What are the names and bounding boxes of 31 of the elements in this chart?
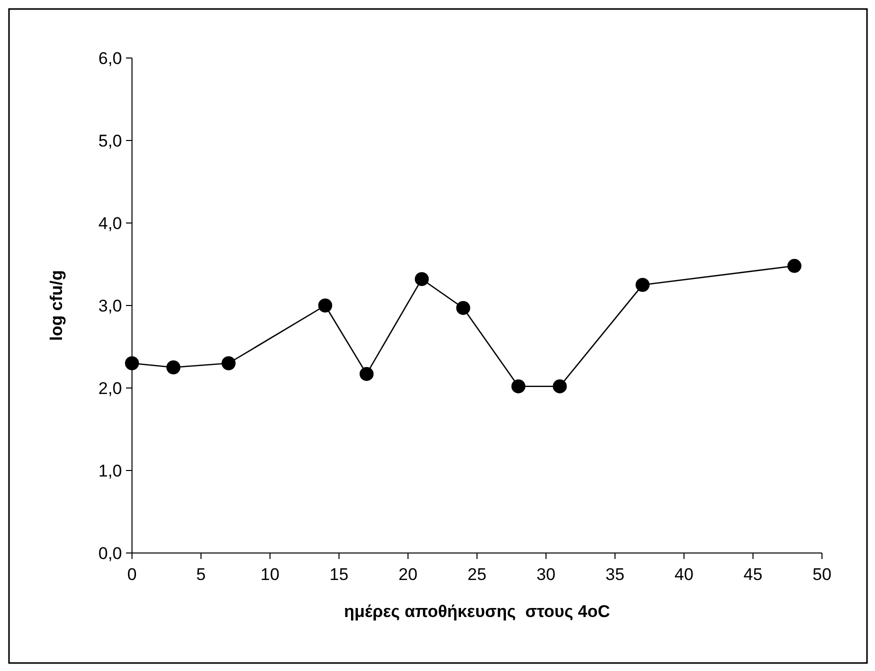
y-tick-label: 3,0 — [98, 296, 122, 316]
y-tick-label: 0,0 — [98, 544, 122, 563]
x-tick-label: 50 — [812, 565, 832, 584]
y-tick-label: 1,0 — [98, 461, 122, 480]
x-tick-label: 25 — [468, 565, 486, 584]
x-tick-label: 20 — [398, 565, 418, 584]
x-tick-label: 15 — [330, 565, 348, 584]
point — [787, 258, 802, 273]
point — [414, 272, 429, 286]
x-tick-label: 0 — [127, 565, 137, 584]
x-tick-label: 5 — [196, 565, 206, 584]
x-axis-title: ημέρες αποθήκευσης στους 4oC — [344, 602, 610, 621]
y-tick-label: 5,0 — [98, 131, 122, 150]
point — [166, 360, 180, 374]
y-tick-label: 2,0 — [98, 378, 122, 398]
y-axis-title: log cfu/g — [47, 270, 66, 341]
point — [222, 356, 236, 370]
point — [636, 278, 650, 292]
x-tick-label: 45 — [744, 565, 762, 584]
point — [511, 379, 526, 394]
point — [318, 298, 332, 312]
y-tick-label: 4,0 — [98, 214, 122, 233]
point — [552, 379, 567, 394]
x-tick-label: 35 — [606, 565, 624, 584]
point — [456, 300, 470, 315]
x-tick-label: 40 — [674, 565, 694, 584]
point — [125, 356, 139, 370]
y-tick-label: 6,0 — [98, 48, 122, 68]
point — [360, 366, 374, 381]
x-tick-label: 30 — [536, 565, 556, 584]
x-tick-label: 10 — [260, 565, 280, 584]
